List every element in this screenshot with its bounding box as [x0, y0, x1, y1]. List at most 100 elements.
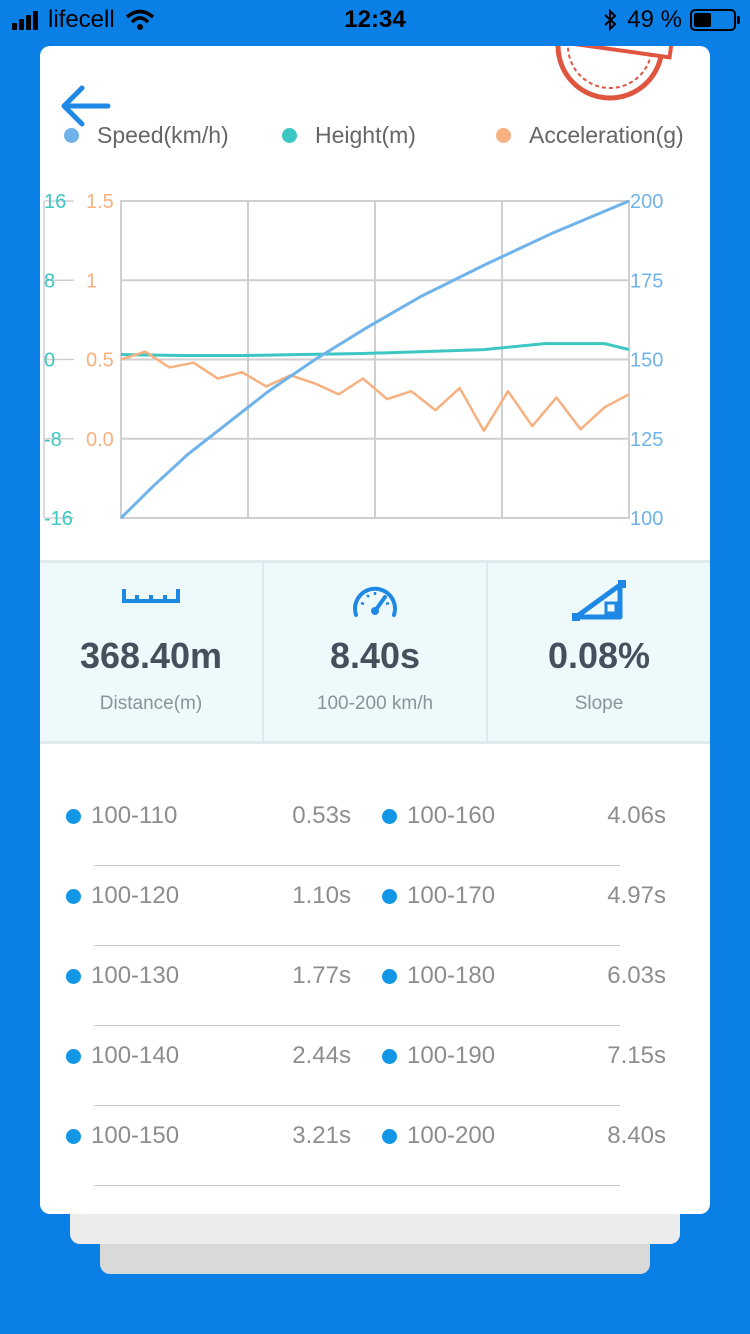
split-item: 100-150 3.21s	[66, 1120, 351, 1152]
speed-series-line	[119, 199, 630, 520]
split-item: 100-190 7.15s	[382, 1040, 666, 1072]
height-tick-label: 8	[44, 270, 55, 292]
split-range: 100-170	[407, 882, 496, 909]
split-row: 100-120 1.10s 100-170 4.97s	[40, 866, 710, 946]
signal-icon	[12, 10, 40, 30]
legend-item-acceleration[interactable]: Acceleration(g)	[496, 122, 684, 149]
divider	[94, 945, 620, 946]
split-time: 6.03s	[607, 962, 666, 989]
split-item: 100-180 6.03s	[382, 960, 666, 992]
split-time: 1.77s	[292, 962, 351, 989]
acceleration-series-line	[120, 350, 630, 433]
divider	[94, 1025, 620, 1026]
chart-legend: Speed(km/h) Height(m) Acceleration(g)	[40, 122, 710, 152]
back-arrow-icon[interactable]	[60, 84, 112, 128]
stat-value: 8.40s	[329, 635, 421, 676]
speed-tick-label: 100	[630, 508, 663, 530]
acceleration-tick-label: 1	[86, 270, 97, 292]
split-range: 100-150	[91, 1122, 180, 1149]
height-tick-label: -16	[44, 508, 73, 530]
acceleration-tick-label: 1.5	[86, 191, 114, 213]
split-time: 8.40s	[607, 1122, 666, 1149]
height-series-line	[120, 342, 630, 358]
split-row: 100-110 0.53s 100-160 4.06s	[40, 786, 710, 866]
split-range: 100-190	[407, 1042, 496, 1069]
divider	[94, 865, 620, 866]
acceleration-tick-label: 0.5	[86, 350, 114, 372]
split-item: 100-140 2.44s	[66, 1040, 351, 1072]
ruler-icon	[122, 589, 180, 603]
split-range: 100-200	[407, 1122, 496, 1149]
split-time: 4.97s	[607, 882, 666, 909]
chart-svg: 16 8 0 -8 -16 1.5 1 0.5 0.0 200 175 150 125 100	[43, 191, 663, 530]
split-dot	[382, 1048, 397, 1064]
bluetooth-icon	[604, 9, 617, 31]
battery-percent: 49 %	[627, 6, 682, 33]
split-dot	[382, 888, 397, 904]
height-tick-label: -8	[44, 429, 62, 451]
stamp-logo	[555, 46, 676, 101]
split-item: 100-120 1.10s	[66, 880, 351, 912]
legend-label: Speed(km/h)	[97, 122, 229, 148]
split-range: 100-130	[91, 962, 180, 989]
split-range: 100-110	[91, 802, 178, 829]
stat-time: 8.40s 100-200 km/h	[264, 563, 488, 741]
split-time: 1.10s	[292, 882, 351, 909]
legend-dot	[282, 128, 297, 143]
status-right: 49 %	[603, 6, 740, 34]
split-dot	[382, 968, 397, 984]
split-dot	[66, 1048, 81, 1064]
height-tick-label: 0	[44, 350, 55, 372]
speed-tick-label: 125	[630, 429, 663, 451]
split-row: 100-150 3.21s 100-200 8.40s	[40, 1106, 710, 1186]
split-dot	[66, 968, 81, 984]
stat-label: Distance(m)	[99, 693, 203, 714]
stat-value: 368.40m	[79, 635, 223, 676]
split-dot	[66, 888, 81, 904]
clock: 12:34	[344, 6, 406, 33]
split-item: 100-200 8.40s	[382, 1120, 666, 1152]
speedometer-icon	[353, 586, 397, 617]
legend-item-speed[interactable]: Speed(km/h)	[64, 122, 229, 149]
split-item: 100-130 1.77s	[66, 960, 351, 992]
split-range: 100-120	[91, 882, 180, 909]
status-bar: lifecell 12:34 49 %	[0, 0, 750, 40]
legend-dot	[496, 128, 511, 143]
height-tick-label: 16	[44, 191, 66, 213]
split-range: 100-140	[91, 1042, 180, 1069]
stat-slope: 0.08% Slope	[488, 563, 710, 741]
legend-label: Acceleration(g)	[529, 122, 684, 148]
split-times-list: 100-110 0.53s 100-160 4.06s 100-120 1.10…	[40, 786, 710, 1186]
speed-tick-label: 200	[630, 191, 663, 213]
results-card: Speed(km/h) Height(m) Acceleration(g) 16…	[40, 46, 710, 1214]
split-range: 100-160	[407, 802, 496, 829]
wifi-icon	[125, 9, 154, 30]
legend-dot	[64, 128, 79, 143]
split-time: 3.21s	[292, 1122, 351, 1149]
carrier-name: lifecell	[48, 6, 115, 33]
split-row: 100-130 1.77s 100-180 6.03s	[40, 946, 710, 1026]
split-dot	[66, 1128, 81, 1144]
stats-panel: 368.40m Distance(m) 8.40s 100-200 km/h	[40, 560, 710, 744]
split-dot	[382, 808, 397, 824]
split-time: 4.06s	[607, 802, 666, 829]
split-time: 7.15s	[607, 1042, 666, 1069]
stat-label: 100-200 km/h	[316, 693, 434, 714]
split-item: 100-110 0.53s	[66, 800, 351, 832]
performance-chart: 16 8 0 -8 -16 1.5 1 0.5 0.0 200 175 150 125 100	[40, 166, 710, 566]
status-left: lifecell	[12, 6, 155, 34]
split-time: 2.44s	[292, 1042, 351, 1069]
stat-distance: 368.40m Distance(m)	[40, 563, 264, 741]
speed-tick-label: 150	[630, 350, 663, 372]
split-dot	[66, 808, 81, 824]
legend-label: Height(m)	[315, 122, 416, 148]
speed-tick-label: 175	[630, 270, 663, 292]
split-row: 100-140 2.44s 100-190 7.15s	[40, 1026, 710, 1106]
slope-icon	[572, 580, 626, 621]
legend-item-height[interactable]: Height(m)	[282, 122, 416, 149]
stat-value: 0.08%	[547, 635, 651, 676]
divider	[94, 1185, 620, 1186]
stat-label: Slope	[574, 693, 624, 714]
acceleration-tick-label: 0.0	[86, 429, 114, 451]
split-time: 0.53s	[292, 802, 351, 829]
